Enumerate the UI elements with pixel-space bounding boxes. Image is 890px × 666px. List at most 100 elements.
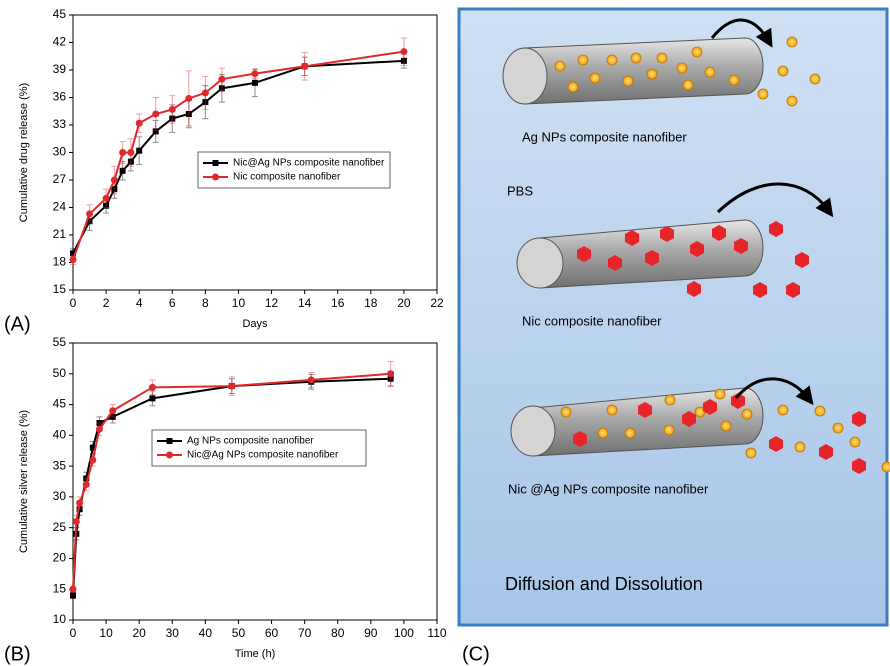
y-tick-label: 18 xyxy=(53,255,67,269)
data-point xyxy=(109,413,116,420)
data-point xyxy=(218,85,225,92)
panel-label: (C) xyxy=(462,643,490,665)
diagram-label: Nic @Ag NPs composite nanofiber xyxy=(508,481,709,496)
y-tick-label: 33 xyxy=(53,117,67,131)
y-tick-label: 15 xyxy=(53,581,67,595)
data-point xyxy=(135,119,143,127)
x-tick-label: 30 xyxy=(166,626,180,640)
x-tick-label: 100 xyxy=(394,626,414,640)
data-point xyxy=(96,420,103,427)
x-tick-label: 8 xyxy=(202,296,209,310)
data-point xyxy=(103,202,110,209)
x-tick-label: 90 xyxy=(364,626,378,640)
data-point xyxy=(202,99,209,106)
data-point xyxy=(152,110,160,118)
y-tick-label: 25 xyxy=(53,520,67,534)
data-point xyxy=(185,94,193,102)
panel-label: (B) xyxy=(4,643,31,665)
data-point xyxy=(136,147,143,154)
y-tick-label: 50 xyxy=(53,366,67,380)
y-tick-label: 55 xyxy=(53,335,67,349)
x-axis-label: Days xyxy=(242,318,268,330)
data-point xyxy=(228,382,236,390)
panel-label: (A) xyxy=(4,313,31,335)
data-point xyxy=(148,383,156,391)
y-tick-label: 30 xyxy=(53,489,67,503)
y-tick-label: 15 xyxy=(53,282,67,296)
x-tick-label: 22 xyxy=(430,296,444,310)
data-point xyxy=(86,210,94,218)
data-point xyxy=(251,70,259,78)
y-tick-label: 36 xyxy=(53,90,67,104)
diagram-label: Nic composite nanofiber xyxy=(522,313,662,328)
data-point xyxy=(70,592,76,599)
data-point xyxy=(95,425,103,433)
data-point xyxy=(301,62,309,70)
data-point xyxy=(109,407,117,415)
data-point xyxy=(152,128,159,135)
legend: Ag NPs composite nanofiber Nic@Ag NPs com… xyxy=(151,429,367,467)
y-tick-label: 45 xyxy=(53,7,67,21)
plot-frame xyxy=(72,342,438,621)
diagram: Ag NPs composite nanofiber PBS Nic compo… xyxy=(457,7,890,627)
data-point xyxy=(127,149,135,156)
fiber xyxy=(510,377,890,474)
data-point xyxy=(70,250,76,257)
y-tick-label: 35 xyxy=(53,458,67,472)
x-tick-label: 14 xyxy=(298,296,312,310)
y-tick-label: 27 xyxy=(53,172,67,186)
diagram-label: PBS xyxy=(507,183,533,198)
data-point xyxy=(119,149,127,156)
y-tick-label: 24 xyxy=(53,200,67,214)
x-tick-label: 0 xyxy=(70,626,77,640)
y-axis-label: Cumulative drug release (%) xyxy=(18,83,30,222)
data-point xyxy=(89,456,97,464)
data-point xyxy=(387,375,394,382)
data-point xyxy=(149,395,156,402)
x-tick-label: 50 xyxy=(232,626,246,640)
x-tick-label: 2 xyxy=(103,296,110,310)
legend: Nic@Ag NPs composite nanofiber Nic compos… xyxy=(197,151,391,189)
fiber xyxy=(502,18,821,107)
x-axis-label: Time (h) xyxy=(235,648,276,660)
series-line xyxy=(72,372,391,590)
data-point xyxy=(86,218,93,225)
data-point xyxy=(307,376,315,384)
x-tick-label: 70 xyxy=(298,626,312,640)
legend-marker xyxy=(212,173,219,181)
legend-label: Ag NPs composite nanofiber xyxy=(187,436,314,447)
data-point xyxy=(201,89,209,97)
data-point xyxy=(102,194,110,202)
y-tick-label: 21 xyxy=(53,227,67,241)
diagram-label: Ag NPs composite nanofiber xyxy=(522,129,687,144)
x-tick-label: 6 xyxy=(169,296,176,310)
y-tick-label: 10 xyxy=(53,612,67,626)
data-point xyxy=(119,167,126,174)
data-point xyxy=(69,256,77,264)
data-point xyxy=(82,481,90,489)
y-tick-label: 40 xyxy=(53,428,67,442)
data-point xyxy=(89,444,96,451)
data-point xyxy=(76,499,84,507)
data-point xyxy=(387,370,395,378)
data-point xyxy=(72,518,80,526)
data-point xyxy=(169,115,176,122)
series-line xyxy=(72,377,391,596)
legend-label: Nic@Ag NPs composite nanofiber xyxy=(187,450,339,461)
y-tick-label: 39 xyxy=(53,62,67,76)
x-tick-label: 40 xyxy=(199,626,213,640)
diagram-background xyxy=(457,7,889,627)
legend-box xyxy=(197,151,391,189)
y-tick-label: 30 xyxy=(53,145,67,159)
x-tick-label: 60 xyxy=(265,626,279,640)
x-tick-label: 20 xyxy=(397,296,411,310)
x-tick-label: 110 xyxy=(427,626,446,640)
data-point xyxy=(252,79,258,86)
data-point xyxy=(218,75,226,83)
data-point xyxy=(110,176,118,184)
legend-marker xyxy=(166,451,173,459)
data-point xyxy=(168,105,176,113)
data-point xyxy=(76,506,83,513)
x-tick-label: 12 xyxy=(265,296,279,310)
